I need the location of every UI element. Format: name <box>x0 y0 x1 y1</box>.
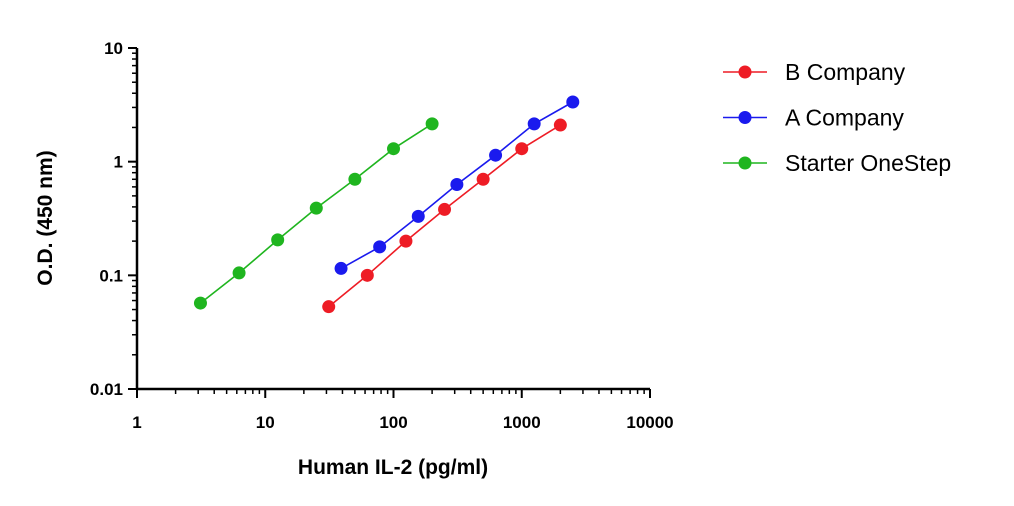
x-axis-title: Human IL-2 (pg/ml) <box>298 456 488 479</box>
x-tick-label: 10 <box>256 413 275 432</box>
series-starter-onestep <box>193 117 439 310</box>
data-point-b-company <box>322 300 336 314</box>
data-point-b-company <box>515 142 529 156</box>
data-point-starter-onestep <box>387 142 400 156</box>
data-point-a-company <box>450 177 464 191</box>
x-ticks: 1 10 100 1000 10000 <box>132 389 674 432</box>
legend-item-b-company: B Company <box>723 59 906 85</box>
legend-label: Starter OneStep <box>785 150 951 176</box>
y-tick-label: 10 <box>104 39 123 58</box>
series-a-company <box>334 95 580 275</box>
x-tick-label: 1000 <box>503 413 541 432</box>
data-point-b-company <box>553 118 567 132</box>
legend-label: A Company <box>785 105 904 131</box>
data-point-a-company <box>411 209 425 223</box>
data-point-a-company <box>489 148 503 162</box>
y-axis-title: O.D. (450 nm) <box>34 150 57 285</box>
y-tick-label: 1 <box>114 153 123 172</box>
data-point-b-company <box>360 268 374 282</box>
axes: 1 10 100 1000 10000 0.01 0.1 1 10 <box>90 39 674 432</box>
data-point-a-company <box>527 117 541 131</box>
data-point-b-company <box>476 172 490 186</box>
y-tick-label: 0.01 <box>90 380 123 399</box>
x-tick-label: 1 <box>132 413 141 432</box>
data-point-b-company <box>399 234 413 248</box>
y-tick-label: 0.1 <box>99 266 123 285</box>
data-point-starter-onestep <box>232 266 246 280</box>
data-point-a-company <box>373 240 387 254</box>
data-point-starter-onestep <box>193 296 207 310</box>
series-b-company <box>322 118 567 314</box>
legend-marker <box>738 65 752 79</box>
data-point-starter-onestep <box>348 172 362 186</box>
x-tick-label: 10000 <box>626 413 673 432</box>
legend-item-starter-onestep: Starter OneStep <box>723 150 951 176</box>
x-tick-label: 100 <box>379 413 407 432</box>
data-point-a-company <box>566 95 580 109</box>
legend-item-a-company: A Company <box>723 105 904 131</box>
y-ticks: 0.01 0.1 1 10 <box>90 39 137 399</box>
plot-area <box>193 95 580 314</box>
data-point-b-company <box>438 202 452 216</box>
legend-marker <box>738 156 752 170</box>
data-point-starter-onestep <box>271 233 285 247</box>
data-point-a-company <box>334 261 348 275</box>
data-point-starter-onestep <box>309 201 323 215</box>
data-point-starter-onestep <box>425 117 439 131</box>
legend-label: B Company <box>785 59 906 85</box>
legend-marker <box>738 111 752 124</box>
legend: B Company A Company Starter OneStep <box>723 59 951 176</box>
